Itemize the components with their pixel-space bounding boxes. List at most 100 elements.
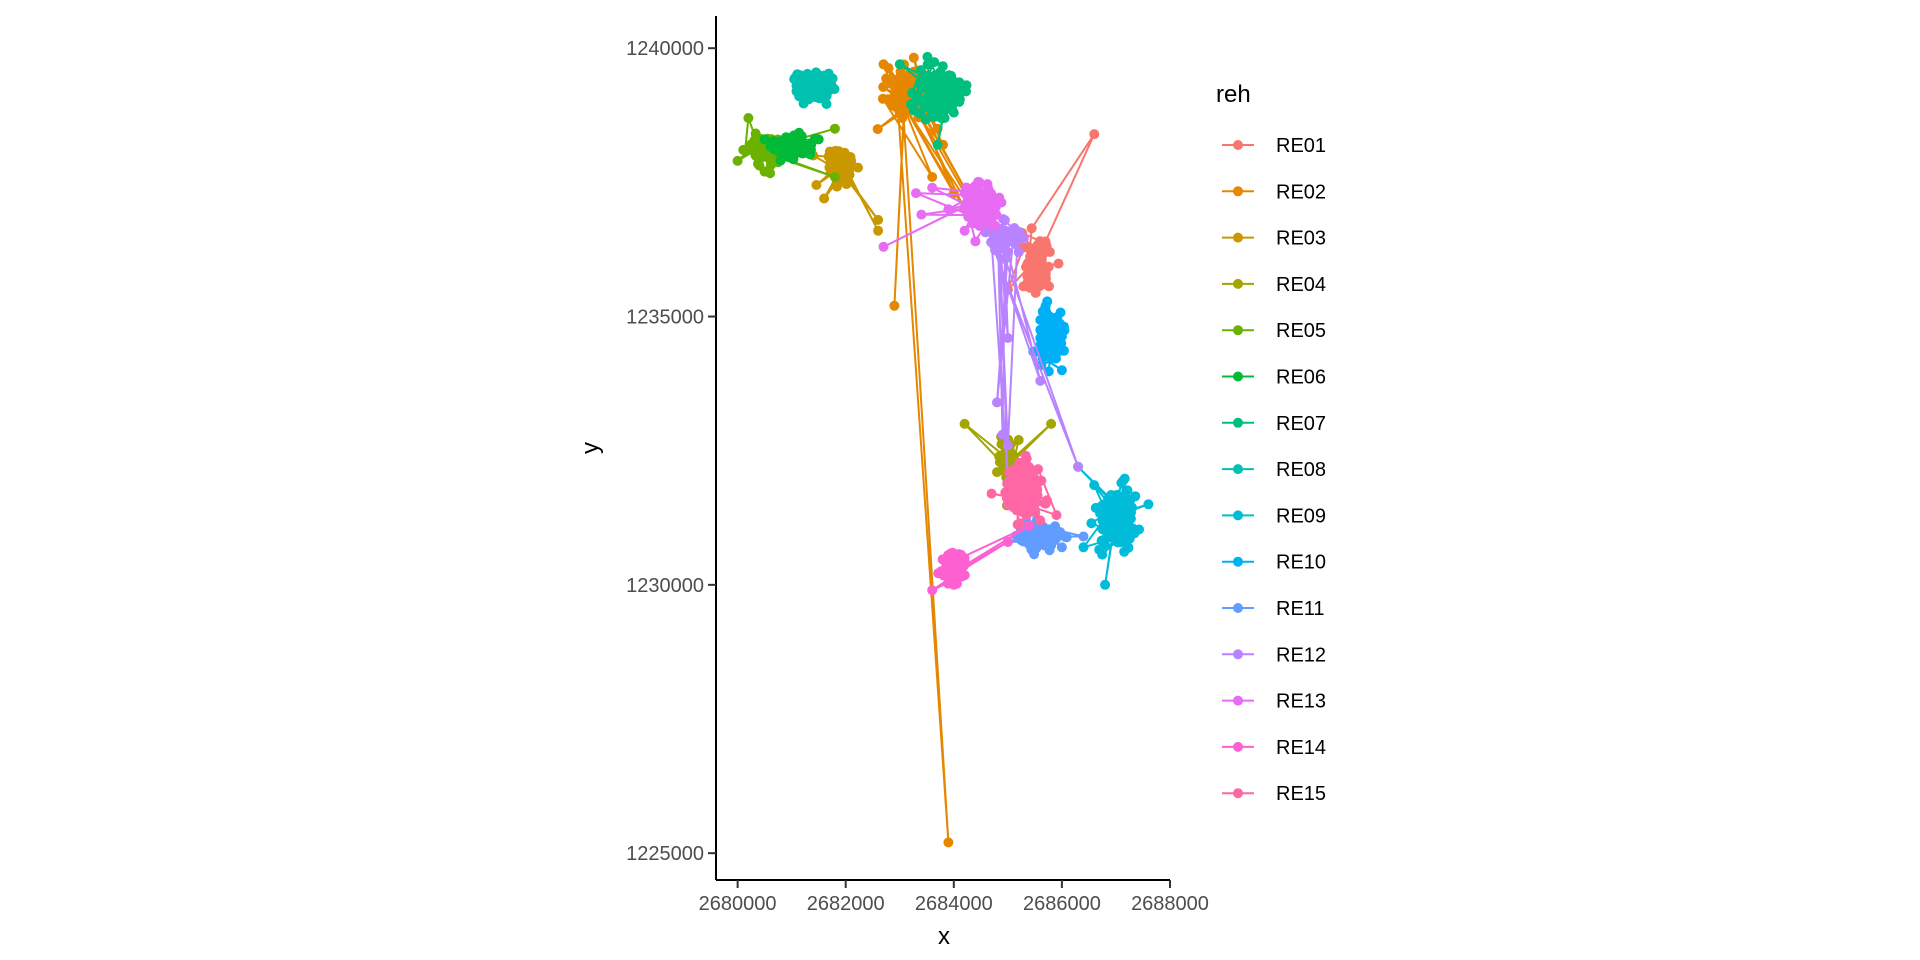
- data-point: [1041, 273, 1051, 284]
- legend-label: RE01: [1276, 135, 1326, 157]
- legend-item-re12: RE12: [1222, 644, 1326, 666]
- data-point: [1078, 531, 1089, 542]
- data-point: [1025, 251, 1036, 262]
- data-point: [940, 105, 950, 116]
- data-point: [1099, 536, 1110, 547]
- data-point: [927, 585, 938, 596]
- series-re01: [1002, 129, 1100, 298]
- legend-key-point: [1233, 232, 1243, 243]
- data-point: [940, 88, 951, 99]
- data-point: [983, 202, 993, 213]
- legend-key-point: [1233, 186, 1243, 197]
- data-point: [920, 74, 931, 85]
- data-point: [1025, 487, 1036, 498]
- legend-key-point: [1233, 464, 1243, 475]
- legend-label: RE02: [1276, 181, 1326, 203]
- series-re07: [894, 51, 972, 150]
- data-point: [934, 70, 945, 81]
- legend-item-re06: RE06: [1222, 367, 1326, 389]
- legend-key-point: [1233, 695, 1243, 706]
- legend-label: RE09: [1276, 505, 1326, 527]
- legend-key-point: [1233, 278, 1243, 289]
- data-point: [1052, 319, 1063, 330]
- y-tick-label: 1225000: [626, 843, 704, 865]
- data-point: [1023, 267, 1034, 278]
- data-point: [999, 215, 1010, 226]
- data-point: [1035, 324, 1046, 335]
- legend-item-re11: RE11: [1222, 598, 1325, 620]
- data-point: [1039, 498, 1050, 509]
- data-point: [1013, 247, 1024, 258]
- data-point: [992, 397, 1002, 408]
- data-point: [1013, 464, 1024, 475]
- data-point: [911, 188, 921, 199]
- legend-title: reh: [1216, 81, 1251, 108]
- legend-item-re08: RE08: [1222, 459, 1326, 481]
- data-point: [1115, 493, 1126, 504]
- data-point: [929, 86, 940, 97]
- data-point: [982, 179, 993, 190]
- series-re13: [878, 176, 1007, 252]
- data-point: [1046, 536, 1057, 546]
- legend-key-point: [1233, 325, 1243, 336]
- data-point: [1039, 315, 1050, 325]
- legend-item-re04: RE04: [1222, 274, 1326, 296]
- data-point: [1033, 533, 1044, 544]
- data-point: [1116, 533, 1127, 544]
- data-point: [853, 162, 863, 173]
- data-point: [877, 93, 888, 104]
- data-point: [821, 90, 832, 101]
- data-point: [778, 137, 788, 148]
- legend-label: RE04: [1276, 274, 1326, 296]
- legend-label: RE03: [1276, 228, 1326, 250]
- data-point: [801, 85, 812, 95]
- legend: reh RE01 RE02 RE03 RE04 RE05 RE06 RE07 RE08 RE09…: [1216, 81, 1326, 805]
- data-point: [1097, 549, 1108, 560]
- data-point: [1013, 435, 1024, 445]
- data-point: [1127, 502, 1138, 513]
- data-point: [1032, 256, 1043, 267]
- legend-key-point: [1233, 603, 1243, 613]
- data-point: [1033, 247, 1044, 258]
- data-point: [927, 109, 938, 119]
- y-tick-label: 1230000: [626, 575, 704, 597]
- data-point: [1046, 342, 1057, 353]
- data-point: [1024, 520, 1035, 531]
- legend-item-re14: RE14: [1222, 737, 1326, 759]
- data-point: [839, 147, 850, 158]
- data-point: [1089, 480, 1100, 491]
- data-point: [878, 82, 889, 92]
- data-point: [990, 220, 1001, 231]
- data-point: [892, 90, 903, 100]
- data-point: [1046, 418, 1057, 429]
- data-point: [1073, 461, 1084, 472]
- y-axis-title: y: [577, 442, 604, 454]
- x-tick-label: 2686000: [1023, 893, 1101, 915]
- data-point: [832, 181, 842, 192]
- data-point: [1048, 333, 1059, 344]
- legend-item-re03: RE03: [1222, 228, 1326, 250]
- data-point: [1009, 238, 1020, 249]
- data-point: [1122, 485, 1133, 496]
- data-point: [947, 561, 958, 572]
- data-point: [1078, 542, 1089, 553]
- data-point: [922, 51, 933, 62]
- x-axis: 2680000 2682000 2684000 2686000 2688000: [699, 879, 1209, 915]
- data-point: [1100, 579, 1111, 590]
- legend-key-point: [1233, 788, 1243, 799]
- legend-key-point: [1233, 417, 1243, 428]
- data-point: [908, 52, 919, 63]
- data-point: [830, 145, 841, 156]
- y-axis: 1225000 1230000 1235000 1240000: [626, 16, 717, 880]
- legend-label: RE08: [1276, 459, 1326, 481]
- data-point: [883, 63, 894, 74]
- data-point: [1053, 258, 1064, 269]
- data-point: [943, 837, 954, 848]
- data-point: [829, 172, 840, 182]
- legend-label: RE15: [1276, 783, 1326, 805]
- data-point: [1130, 491, 1141, 502]
- data-point: [948, 107, 959, 118]
- data-point: [932, 139, 943, 150]
- legend-key-point: [1233, 649, 1243, 660]
- legend-key-point: [1233, 741, 1243, 752]
